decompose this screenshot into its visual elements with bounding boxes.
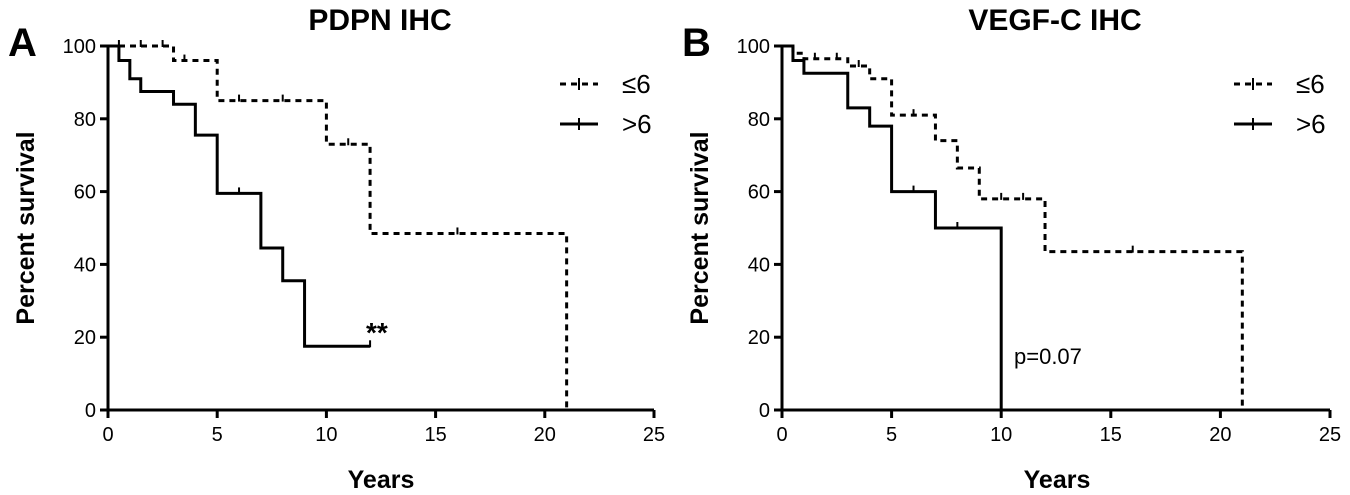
x-axis-label-b: Years	[1024, 466, 1091, 494]
significance-annotation-a: **	[366, 317, 388, 348]
y-tick-label-a-0: 0	[85, 400, 96, 422]
x-tick-label-b-25: 25	[1319, 424, 1341, 446]
legend-label-le6-b: ≤6	[1296, 69, 1325, 99]
survival-curve-le6-b	[782, 44, 1244, 410]
x-tick-label-a-0: 0	[102, 424, 113, 446]
y-tick-label-b-20: 20	[748, 327, 770, 349]
x-tick-label-a-15: 15	[424, 424, 446, 446]
legend-item-gt6-b: >6	[1234, 109, 1326, 139]
p-value-annotation-b: p=0.07	[1014, 344, 1082, 369]
x-tick-label-b-0: 0	[776, 424, 787, 446]
legend-item-gt6-a: >6	[560, 109, 652, 139]
chart-title-a: PDPN IHC	[308, 4, 451, 37]
x-tick-label-a-20: 20	[534, 424, 556, 446]
x-tick-label-a-25: 25	[643, 424, 665, 446]
y-tick-label-a-100: 100	[63, 36, 96, 58]
y-tick-label-a-60: 60	[74, 182, 96, 204]
x-tick-label-b-5: 5	[886, 424, 897, 446]
x-axis-b: 0 5 10 15 20 25	[776, 408, 1341, 446]
legend-b: ≤6 >6	[1234, 69, 1326, 139]
legend-label-gt6-a: >6	[622, 109, 652, 139]
x-ticks-a: 0 5 10 15 20 25	[102, 410, 665, 446]
x-axis-a: 0 5 10 15 20 25	[102, 408, 665, 446]
y-tick-label-a-20: 20	[74, 327, 96, 349]
y-tick-label-b-100: 100	[737, 36, 770, 58]
y-axis-label-a: Percent survival	[12, 131, 40, 324]
survival-curve-gt6-b	[782, 44, 1003, 410]
x-tick-label-a-10: 10	[315, 424, 337, 446]
x-ticks-b: 0 5 10 15 20 25	[776, 410, 1341, 446]
panel-label-b: B	[682, 21, 711, 65]
y-ticks-b: 0 20 40 60 80 100	[737, 36, 782, 422]
survival-curves-b	[782, 44, 1244, 410]
x-tick-label-a-5: 5	[212, 424, 223, 446]
survival-curve-gt6-a	[108, 44, 371, 348]
survival-curves-a	[108, 40, 569, 410]
y-axis-b: 0 20 40 60 80 100	[737, 36, 784, 422]
x-tick-label-b-10: 10	[990, 424, 1012, 446]
y-tick-label-b-80: 80	[748, 109, 770, 131]
y-axis-a: 0 20 40 60 80 100	[63, 36, 110, 422]
legend-item-le6-b: ≤6	[1234, 69, 1325, 99]
panel-a: A PDPN IHC Years Percent survival 0 20 40 6…	[8, 4, 665, 494]
y-tick-label-a-80: 80	[74, 109, 96, 131]
y-ticks-a: 0 20 40 60 80 100	[63, 36, 108, 422]
y-axis-label-b: Percent survival	[686, 131, 714, 324]
y-tick-label-b-40: 40	[748, 254, 770, 276]
legend-a: ≤6 >6	[560, 69, 652, 139]
y-tick-label-b-60: 60	[748, 182, 770, 204]
x-tick-label-b-15: 15	[1100, 424, 1122, 446]
x-axis-label-a: Years	[348, 466, 415, 494]
panel-label-a: A	[8, 21, 37, 65]
x-tick-label-b-20: 20	[1209, 424, 1231, 446]
y-tick-label-a-40: 40	[74, 254, 96, 276]
y-tick-label-b-0: 0	[759, 400, 770, 422]
survival-curve-le6-a	[108, 44, 569, 410]
legend-label-gt6-b: >6	[1296, 109, 1326, 139]
legend-label-le6-a: ≤6	[622, 69, 651, 99]
chart-title-b: VEGF-C IHC	[968, 4, 1141, 37]
legend-item-le6-a: ≤6	[560, 69, 651, 99]
panel-b: B VEGF-C IHC Years Percent survival 0 20 4…	[682, 4, 1341, 494]
